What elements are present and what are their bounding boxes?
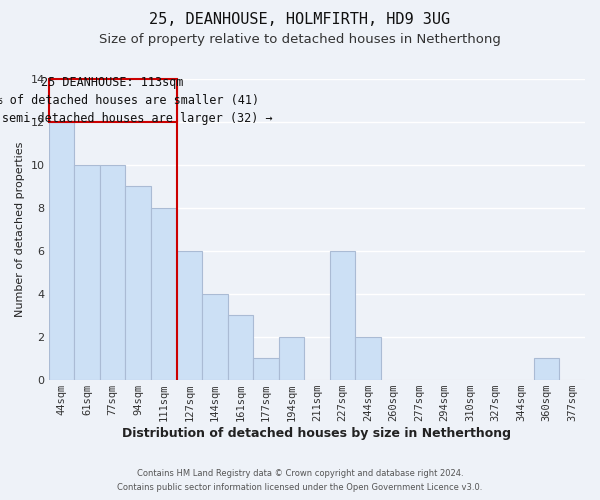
Bar (176, 251, 202, 380)
Text: Contains HM Land Registry data © Crown copyright and database right 2024.: Contains HM Land Registry data © Crown c… (137, 468, 463, 477)
Bar (151, 208, 176, 380)
Text: 25, DEANHOUSE, HOLMFIRTH, HD9 3UG: 25, DEANHOUSE, HOLMFIRTH, HD9 3UG (149, 12, 451, 28)
Bar (253, 358, 278, 380)
Bar (49, 122, 74, 380)
Bar (100, 165, 125, 380)
Text: Contains public sector information licensed under the Open Government Licence v3: Contains public sector information licen… (118, 484, 482, 492)
Y-axis label: Number of detached properties: Number of detached properties (15, 142, 25, 317)
X-axis label: Distribution of detached houses by size in Netherthong: Distribution of detached houses by size … (122, 427, 511, 440)
Text: Size of property relative to detached houses in Netherthong: Size of property relative to detached ho… (99, 32, 501, 46)
Bar (202, 294, 227, 380)
Bar (74, 165, 100, 380)
Bar (227, 316, 253, 380)
Bar (125, 186, 151, 380)
Bar (534, 358, 559, 380)
Bar (49, 79, 176, 122)
Bar (329, 251, 355, 380)
Text: 25 DEANHOUSE: 113sqm
← 56% of detached houses are smaller (41)
44% of semi-detac: 25 DEANHOUSE: 113sqm ← 56% of detached h… (0, 76, 273, 125)
Bar (278, 337, 304, 380)
Bar (355, 337, 381, 380)
